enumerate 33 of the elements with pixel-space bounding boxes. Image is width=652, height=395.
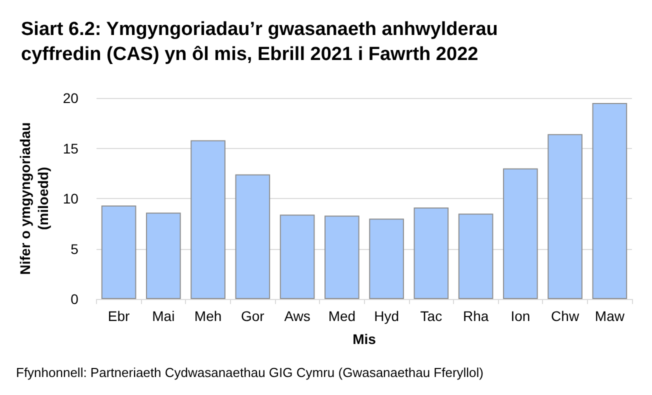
bar: [190, 140, 226, 299]
x-tick-label: Maw: [594, 308, 626, 324]
y-axis-title: Nifer o ymgyngoriadau (miloedd): [17, 122, 51, 275]
y-tick-label: 10: [62, 190, 79, 206]
x-tick-label: Aws: [284, 308, 310, 324]
y-tick-label: 15: [62, 140, 79, 156]
x-tick-label: Hyd: [374, 308, 400, 324]
text: Ffynhonnell: Partneriaeth Cydwasanaethau GIG Cymru (Gwasanaethau Fferyllol): [16, 365, 484, 380]
bar: [146, 212, 181, 299]
bar: [592, 103, 628, 299]
x-tick-label: Chw: [551, 308, 580, 324]
bar: [324, 216, 360, 299]
x-tick-label: Mai: [152, 308, 175, 324]
bar: [503, 168, 538, 299]
chart-title: Siart 6.2: Ymgyngoriadau’r gwasanaeth anhwylderau cyffredin (CAS) yn ôl mis, Ebrill 2021 i Fawrth 2022: [21, 19, 498, 65]
x-tick-label: Gor: [240, 308, 265, 324]
x-axis-title: Mis: [352, 331, 376, 347]
x-tick-label: Med: [328, 308, 356, 324]
x-tick-label: Rha: [462, 308, 489, 324]
y-tick-label: 20: [62, 90, 79, 106]
bar: [548, 134, 582, 299]
bar: [414, 208, 449, 299]
bar: [101, 206, 136, 299]
bar: [458, 214, 494, 299]
y-tick-label: 5: [70, 240, 79, 257]
y-tick-label: 0: [70, 291, 79, 307]
x-tick-label: Ebr: [108, 308, 130, 324]
bar: [369, 218, 404, 299]
x-tick-label: Tac: [420, 308, 442, 324]
x-tick-label: Meh: [194, 308, 222, 324]
bar: [235, 174, 270, 299]
bar: [280, 214, 315, 299]
x-tick-label: Ion: [510, 308, 530, 324]
